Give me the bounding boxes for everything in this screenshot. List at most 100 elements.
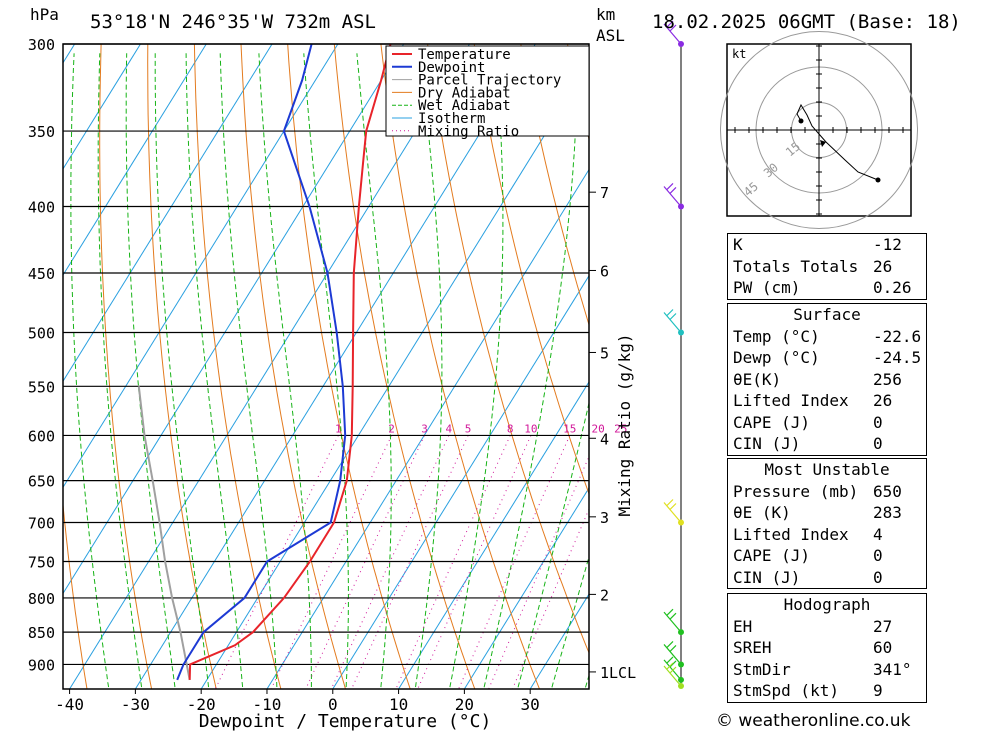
mixing-ratio-label: 8 [507,422,514,435]
dry-adiabat-line [287,44,411,689]
wind-barb [663,608,682,633]
pressure-tick-label: 600 [28,427,55,445]
mixing-ratio-label: 2 [388,422,395,435]
pressure-tick-label: 700 [28,515,55,533]
pw-row: PW (cm) 0.26 [728,277,926,299]
mu-li-value: 4 [873,524,883,544]
hodograph-table: Hodograph EH 27 SREH 60 StmDir 341° StmSpd … [727,593,927,703]
legend-label: Parcel Trajectory [418,73,561,89]
wet-adiabat-line [483,53,579,689]
wet-adiabat-line [414,53,443,689]
mixing-ratio-line [488,455,589,689]
surface-cin-label: CIN (J) [733,434,801,453]
hodograph-point [798,118,804,124]
legend-label: Wet Adiabat [418,98,511,114]
k-row: K -12 [728,234,926,256]
pressure-tick-label: 800 [28,590,55,608]
isotherm-line [63,44,273,383]
pressure-tick-label: 300 [28,36,55,54]
k-value: -12 [873,235,902,254]
stmdir-value: 341° [873,659,912,679]
mixing-ratio-line [395,435,511,689]
mixing-ratio-label: 1 [335,422,342,435]
x-tick-label: -30 [121,695,150,714]
datetime-title: 18.02.2025 06GMT (Base: 18) [652,11,961,33]
isotherm-line [463,487,589,689]
k-label: K [733,235,743,254]
mixing-ratio-label: 5 [465,422,472,435]
tt-label: Totals Totals [733,256,859,276]
most-unstable-table: Most Unstable Pressure (mb) 650 θE (K) 283… [727,458,927,589]
pressure-tick-label: 350 [28,123,55,141]
wet-adiabat-line [356,53,392,689]
wet-adiabat-line [550,554,589,689]
pressure-tick-label: 750 [28,553,55,571]
dry-adiabat-line [380,44,541,689]
pressure-tick-label: 400 [28,198,55,216]
mu-theta-label: θE (K) [733,503,791,522]
dry-adiabat-line [0,44,23,695]
km-label: km [596,5,615,24]
pressure-tick-label: 500 [28,324,55,342]
wet-adiabat-line [125,53,176,689]
hodograph-point [875,177,881,183]
wet-adiabat-line [219,53,278,689]
storm-motion-marker [820,140,826,147]
tt-value: 26 [873,256,893,276]
x-tick-label: -10 [253,695,282,714]
isotherm-line [63,44,141,170]
eh-value: 27 [873,616,893,636]
mixing-ratio-line [270,435,393,689]
isotherm-line [63,44,405,595]
dry-adiabat-line [147,44,217,689]
mixing-ratio-line [351,435,469,689]
pw-value: 0.26 [873,278,912,297]
temperature-line [188,44,392,680]
mixing-ratio-label: 20 [592,422,605,435]
wind-barb [663,20,682,45]
surface-cape-value: 0 [873,412,883,432]
km-tick-label: 5 [600,344,609,362]
mixing-ratio-line [330,435,450,689]
surface-li-value: 26 [873,391,893,410]
pressure-tick-label: 650 [28,473,55,491]
legend-label: Temperature [418,47,511,63]
wind-barb [663,309,682,333]
x-tick-label: 20 [455,695,474,714]
km-tick-label: 7 [600,184,609,202]
wet-adiabat-line [97,53,143,689]
x-tick-label: 30 [521,695,540,714]
pressure-tick-label: 450 [28,265,55,283]
mixing-ratio-line [458,435,571,689]
mu-cape-value: 0 [873,546,883,565]
isotherm-line [200,62,589,689]
dry-adiabat-line [427,44,589,655]
mu-cape-label: CAPE (J) [733,546,811,565]
x-tick-label: -40 [55,695,84,714]
hodograph-table-title: Hodograph [783,595,871,614]
eh-label: EH [733,616,753,636]
dry-adiabat-line [99,44,153,689]
stmspd-value: 9 [873,681,883,700]
mixing-ratio-label: 15 [563,422,576,435]
mixing-ratio-axis-label: Mixing Ratio (g/kg) [615,333,634,516]
isotherm-line [332,274,589,689]
x-axis-label: Dewpoint / Temperature (°C) [199,711,492,732]
x-tick-label: 10 [389,695,408,714]
surface-title: Surface [793,305,861,324]
surface-cape-label: CAPE (J) [733,412,811,432]
surface-dewp-value: -24.5 [873,348,922,367]
legend-label: Dewpoint [418,60,485,76]
surface-theta-label: θE(K) [733,369,782,389]
wet-adiabat-line [449,53,504,689]
sreh-value: 60 [873,638,893,657]
dry-adiabat-line [473,44,589,496]
copyright-link[interactable]: © weatheronline.co.uk [716,711,911,731]
dry-adiabat-line [240,44,347,689]
dry-adiabat-line [193,44,282,689]
sreh-label: SREH [733,638,772,657]
mu-cin-label: CIN (J) [733,567,801,587]
legend-label: Dry Adiabat [418,85,511,101]
